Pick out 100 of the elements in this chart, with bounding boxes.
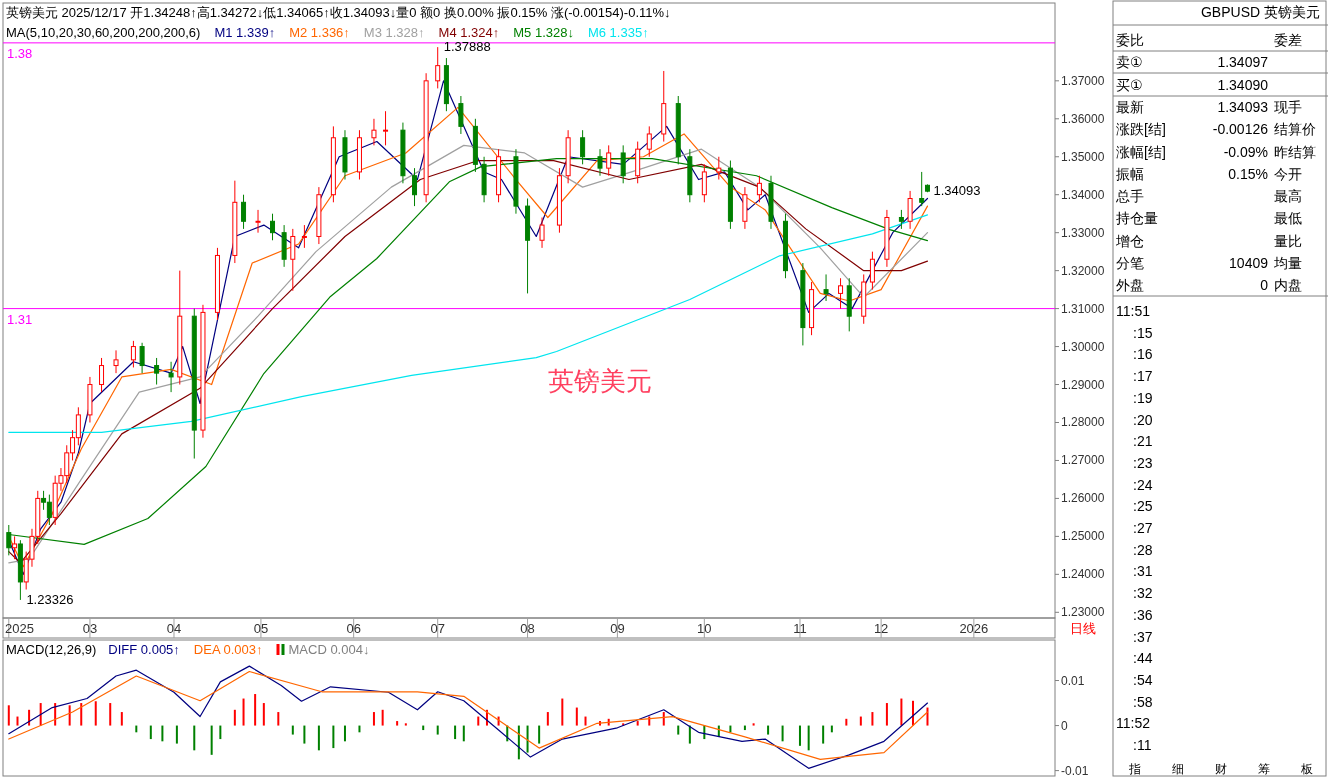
text: MA(5,10,20,30,60,200,200,200,6) bbox=[6, 25, 201, 40]
bar bbox=[871, 712, 874, 726]
text: 1.34093 bbox=[1217, 98, 1269, 115]
text: :36 bbox=[1133, 606, 1153, 623]
text: 总手 bbox=[1115, 188, 1144, 205]
text: 外盘 bbox=[1116, 277, 1144, 294]
text: :37 bbox=[1133, 628, 1153, 645]
candlestick bbox=[139, 342, 145, 374]
bar bbox=[575, 707, 578, 726]
bar bbox=[752, 723, 755, 726]
ref-line-label: 1.38 bbox=[7, 45, 33, 61]
x-tick-label: 2025 bbox=[5, 621, 34, 636]
bar bbox=[120, 712, 123, 726]
bar bbox=[538, 725, 541, 744]
bar bbox=[161, 725, 164, 742]
bar bbox=[454, 725, 457, 740]
candlestick bbox=[435, 46, 441, 89]
text: :58 bbox=[1133, 693, 1153, 710]
candlestick bbox=[539, 216, 545, 249]
text: -0.09% bbox=[1223, 143, 1268, 160]
bar bbox=[233, 709, 236, 726]
text: 均量 bbox=[1273, 255, 1302, 271]
bar bbox=[175, 725, 178, 744]
text: :21 bbox=[1133, 433, 1153, 450]
text: 0.15% bbox=[1228, 165, 1268, 182]
candlestick bbox=[241, 194, 247, 230]
text: -0.00126 bbox=[1212, 121, 1269, 138]
candlestick bbox=[907, 190, 913, 230]
text: 昨结算 bbox=[1274, 143, 1316, 160]
bar bbox=[303, 725, 306, 744]
candlestick bbox=[412, 167, 418, 207]
bar bbox=[636, 721, 639, 726]
candlestick bbox=[898, 209, 904, 230]
candlestick bbox=[99, 357, 105, 393]
y-tick-label: -0.01 bbox=[1061, 763, 1089, 777]
text: 最高 bbox=[1274, 188, 1302, 205]
bar bbox=[242, 698, 245, 726]
text: 涨幅[结] bbox=[1116, 143, 1166, 160]
text: 最新 bbox=[1116, 98, 1144, 115]
bar bbox=[462, 725, 465, 742]
text: :25 bbox=[1133, 498, 1153, 515]
bar bbox=[807, 725, 810, 751]
bar bbox=[436, 725, 439, 735]
bar bbox=[885, 703, 888, 726]
bar bbox=[798, 725, 801, 746]
bar bbox=[900, 698, 903, 726]
candlestick bbox=[154, 357, 160, 386]
bar bbox=[254, 694, 257, 726]
bar bbox=[546, 712, 549, 726]
candlestick bbox=[113, 349, 119, 374]
bar bbox=[94, 701, 97, 726]
bar bbox=[332, 725, 335, 749]
text: 0 bbox=[1260, 277, 1269, 294]
y-tick-label: 1.32000 bbox=[1061, 263, 1105, 278]
text: :15 bbox=[1133, 324, 1153, 341]
bar bbox=[109, 703, 112, 726]
bar bbox=[68, 705, 71, 726]
x-tick-label: 07 bbox=[430, 621, 445, 636]
bar bbox=[767, 725, 770, 735]
y-tick-label: 1.33000 bbox=[1061, 225, 1105, 240]
text: :19 bbox=[1133, 389, 1153, 406]
text: 增仓 bbox=[1115, 232, 1144, 249]
x-tick-label: 09 bbox=[610, 621, 625, 636]
x-tick-label: 08 bbox=[520, 621, 535, 636]
bar bbox=[193, 725, 196, 751]
x-tick-label: 2026 bbox=[959, 621, 989, 636]
annotation: 1.23326 bbox=[26, 591, 74, 607]
bar bbox=[262, 703, 265, 726]
y-tick-label: 1.29000 bbox=[1061, 377, 1105, 392]
bar bbox=[477, 716, 480, 726]
text: 细 bbox=[1172, 762, 1184, 776]
bar bbox=[526, 725, 529, 753]
text: :54 bbox=[1133, 671, 1153, 688]
bar bbox=[291, 725, 294, 735]
text: :11 bbox=[1133, 737, 1152, 753]
text: :31 bbox=[1133, 563, 1153, 580]
series-label: DIFF 0.005↑ bbox=[108, 642, 180, 657]
annotation: 英镑美元 bbox=[548, 366, 652, 396]
text: M6 1.335↑ bbox=[587, 25, 649, 40]
text: 买① bbox=[1116, 76, 1143, 93]
text: 分笔 bbox=[1116, 255, 1144, 271]
text: 日线 bbox=[1070, 621, 1096, 636]
text: :32 bbox=[1133, 585, 1153, 602]
y-tick-label: 0 bbox=[1061, 718, 1068, 733]
bar bbox=[210, 725, 213, 755]
candlestick bbox=[458, 95, 464, 135]
bar bbox=[16, 716, 19, 726]
text: 振幅 bbox=[1116, 165, 1144, 182]
text: M1 1.339↑ bbox=[214, 25, 276, 40]
bar bbox=[277, 712, 280, 726]
candlestick bbox=[716, 156, 722, 181]
candlestick bbox=[270, 213, 276, 241]
text: :44 bbox=[1133, 650, 1153, 667]
text: 1.34097 bbox=[1217, 54, 1269, 71]
bar bbox=[80, 703, 83, 726]
text: 今开 bbox=[1274, 165, 1302, 182]
bar bbox=[381, 709, 384, 726]
text: 11:52 bbox=[1116, 715, 1151, 732]
text: 卖① bbox=[1116, 54, 1143, 71]
bar bbox=[822, 725, 825, 744]
